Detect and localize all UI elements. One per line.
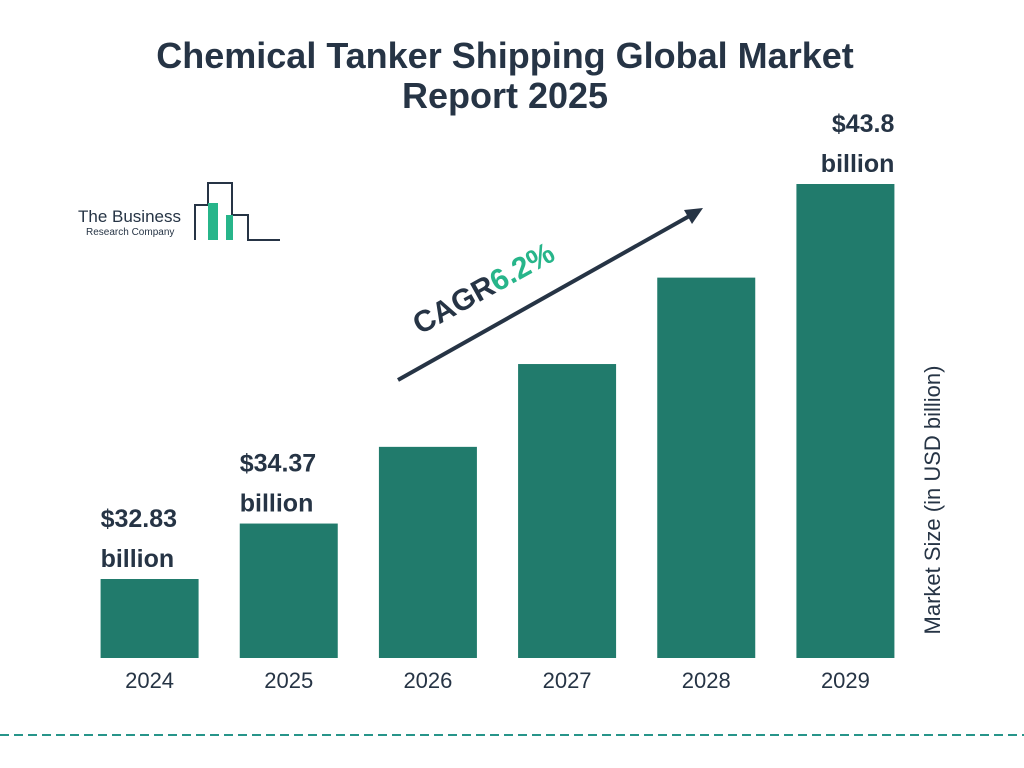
logo: The Business Research Company: [78, 182, 280, 241]
y-axis-label: Market Size (in USD billion): [920, 366, 945, 635]
logo-text: The Business: [78, 207, 181, 226]
value-label: $32.83 billion: [101, 505, 177, 573]
bar: [239, 523, 338, 658]
bar: [796, 184, 895, 658]
logo-bar: [226, 215, 233, 240]
bar: [518, 364, 617, 658]
x-tick-label: 2025: [264, 668, 313, 693]
logo-outline: [194, 182, 280, 241]
x-tick-label: 2026: [403, 668, 452, 693]
value-label: $34.37 billion: [240, 450, 316, 518]
chart-title: Chemical Tanker Shipping Global Market Re…: [156, 35, 853, 116]
cagr-arrowhead: [684, 208, 703, 224]
x-tick-label: 2027: [543, 668, 592, 693]
logo-text: Research Company: [86, 227, 174, 238]
bar: [378, 446, 477, 658]
logo-bar: [208, 203, 218, 240]
bar: [657, 277, 756, 658]
x-tick-label: 2029: [821, 668, 870, 693]
cagr-arrow: [397, 212, 694, 382]
cagr-value: 6.2%: [484, 236, 560, 298]
value-label: $43.8 billion: [821, 110, 895, 178]
bar: [100, 579, 199, 658]
x-tick-label: 2024: [125, 668, 174, 693]
cagr: CAGR 6.2%: [407, 236, 560, 341]
x-tick-label: 2028: [682, 668, 731, 693]
